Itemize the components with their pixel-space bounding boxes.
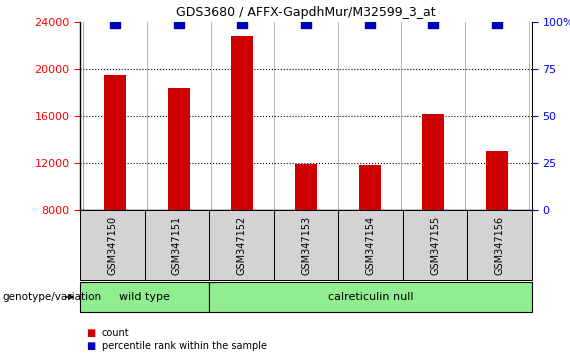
Text: GSM347156: GSM347156 bbox=[495, 216, 504, 275]
Point bbox=[365, 20, 374, 26]
Text: calreticulin null: calreticulin null bbox=[328, 292, 413, 302]
Text: GSM347154: GSM347154 bbox=[365, 216, 376, 275]
Bar bbox=[231, 36, 254, 210]
Bar bbox=[486, 151, 508, 210]
Text: GSM347151: GSM347151 bbox=[172, 216, 182, 275]
Text: wild type: wild type bbox=[119, 292, 170, 302]
Bar bbox=[422, 114, 445, 210]
Text: genotype/variation: genotype/variation bbox=[3, 292, 102, 302]
Point bbox=[429, 20, 438, 26]
Point bbox=[302, 20, 311, 26]
Text: ■: ■ bbox=[86, 341, 95, 350]
Point bbox=[174, 20, 183, 26]
Text: GSM347155: GSM347155 bbox=[430, 215, 440, 275]
Bar bbox=[295, 164, 317, 210]
Text: ■: ■ bbox=[86, 327, 95, 337]
Text: percentile rank within the sample: percentile rank within the sample bbox=[101, 341, 267, 350]
Text: count: count bbox=[101, 327, 129, 337]
Bar bbox=[104, 75, 126, 210]
Title: GDS3680 / AFFX-GapdhMur/M32599_3_at: GDS3680 / AFFX-GapdhMur/M32599_3_at bbox=[176, 6, 436, 19]
Bar bbox=[359, 165, 381, 210]
Text: GSM347150: GSM347150 bbox=[107, 216, 117, 275]
Text: GSM347153: GSM347153 bbox=[301, 216, 311, 275]
Point bbox=[111, 20, 120, 26]
Bar bbox=[168, 88, 190, 210]
Point bbox=[238, 20, 247, 26]
Point bbox=[492, 20, 502, 26]
Text: GSM347152: GSM347152 bbox=[237, 215, 246, 275]
